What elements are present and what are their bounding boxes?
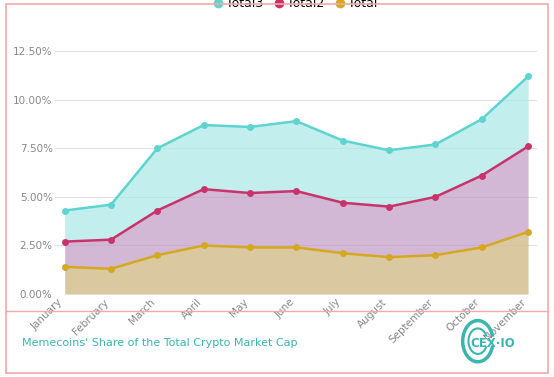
Legend: Total3, Total2, Total: Total3, Total2, Total	[210, 0, 383, 15]
Text: CEX·IO: CEX·IO	[470, 337, 515, 349]
Text: Memecoins' Share of the Total Crypto Market Cap: Memecoins' Share of the Total Crypto Mar…	[22, 338, 297, 348]
